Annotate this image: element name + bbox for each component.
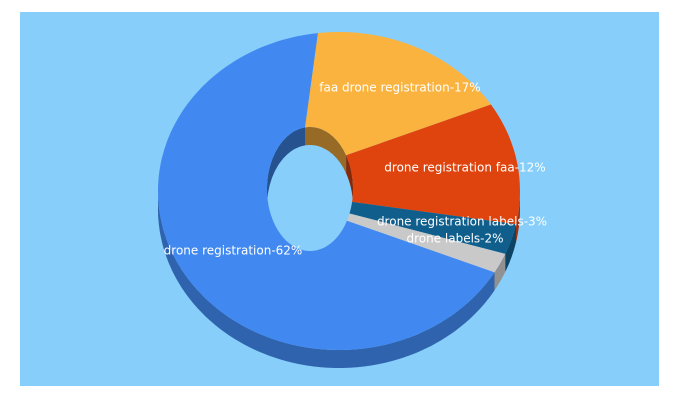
slice-inner-wall bbox=[346, 155, 353, 207]
slice-label: drone registration labels-3% bbox=[377, 215, 547, 229]
slice bbox=[346, 213, 506, 273]
slice bbox=[349, 201, 516, 254]
slice bbox=[158, 33, 495, 350]
slice bbox=[305, 32, 491, 156]
slice-inner-wall bbox=[305, 127, 347, 174]
slice-side bbox=[494, 253, 506, 291]
slice-label: drone registration-62% bbox=[164, 244, 303, 258]
slice bbox=[346, 104, 520, 225]
slice-label: drone registration faa-12% bbox=[384, 161, 545, 175]
slice-side bbox=[505, 224, 516, 272]
slice-inner-wall bbox=[267, 127, 305, 207]
slice-label: faa drone registration-17% bbox=[319, 81, 480, 95]
slice-label: drone labels-2% bbox=[406, 232, 503, 246]
slice-side bbox=[516, 191, 520, 243]
